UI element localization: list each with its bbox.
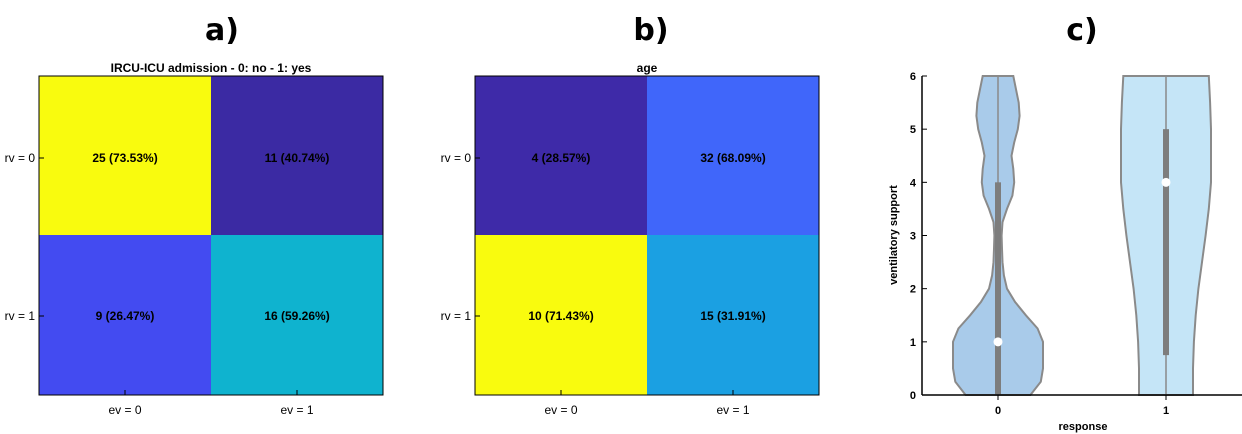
heatmap-cell xyxy=(475,76,647,235)
x-tick-label: 0 xyxy=(995,405,1001,417)
cell-label: 4 (28.57%) xyxy=(532,151,591,165)
heatmap-cell xyxy=(647,235,819,395)
y-ticks: 0 1 2 3 4 5 6 xyxy=(910,71,927,402)
heatmap-cell xyxy=(211,76,383,235)
y-tick-label: rv = 0 xyxy=(441,151,472,165)
violin-median-dot xyxy=(1161,177,1171,187)
cell-label: 16 (59.26%) xyxy=(264,309,329,323)
heatmap-title: IRCU-ICU admission - 0: no - 1: yes xyxy=(111,61,312,75)
violin-iqr-box xyxy=(1163,129,1169,356)
y-tick-label: rv = 0 xyxy=(5,151,36,165)
violin-median-dot xyxy=(993,337,1003,347)
y-tick-label: rv = 1 xyxy=(5,309,36,323)
x-tick-label: 1 xyxy=(1163,405,1169,417)
y-axis-label: ventilatory support xyxy=(888,185,900,285)
y-tick-label: 3 xyxy=(910,231,916,243)
x-tick-label: ev = 1 xyxy=(716,403,749,417)
cell-label: 9 (26.47%) xyxy=(96,309,155,323)
y-tick-label: 6 xyxy=(910,71,916,83)
x-axis-label: response xyxy=(1059,421,1108,433)
cell-label: 11 (40.74%) xyxy=(265,151,330,165)
y-tick-label: rv = 1 xyxy=(441,309,472,323)
heatmap-cell xyxy=(211,235,383,395)
heatmap-title: age xyxy=(637,61,658,75)
cell-label: 32 (68.09%) xyxy=(700,151,765,165)
heatmap-cell xyxy=(39,235,211,395)
y-tick-label: 2 xyxy=(910,284,916,296)
cell-label: 25 (73.53%) xyxy=(92,151,157,165)
heatmap-frame xyxy=(38,75,384,396)
heatmap-frame xyxy=(474,75,820,396)
violin-iqr-box xyxy=(995,182,1001,395)
y-tick-label: 0 xyxy=(910,390,916,402)
y-tick-label: 1 xyxy=(910,337,916,349)
x-tick-label: ev = 0 xyxy=(108,403,141,417)
heatmap-b: age 4 (28.57%) 32 (68.09%) 10 (71.43%) 1… xyxy=(441,61,820,417)
y-tick-label: 5 xyxy=(910,124,916,136)
panel-letter-a: a) xyxy=(205,13,239,48)
x-tick-label: ev = 0 xyxy=(544,403,577,417)
cell-label: 15 (31.91%) xyxy=(700,309,765,323)
heatmap-a: IRCU-ICU admission - 0: no - 1: yes 25 (… xyxy=(5,61,384,417)
heatmap-cell xyxy=(647,76,819,235)
x-tick-label: ev = 1 xyxy=(280,403,313,417)
y-tick-label: 4 xyxy=(910,177,917,189)
violin-shapes xyxy=(952,75,1212,396)
heatmap-cell xyxy=(39,76,211,235)
heatmap-cell xyxy=(475,235,647,395)
cell-label: 10 (71.43%) xyxy=(528,309,593,323)
panel-letter-c: c) xyxy=(1066,13,1098,48)
panel-letter-b: b) xyxy=(633,13,668,48)
